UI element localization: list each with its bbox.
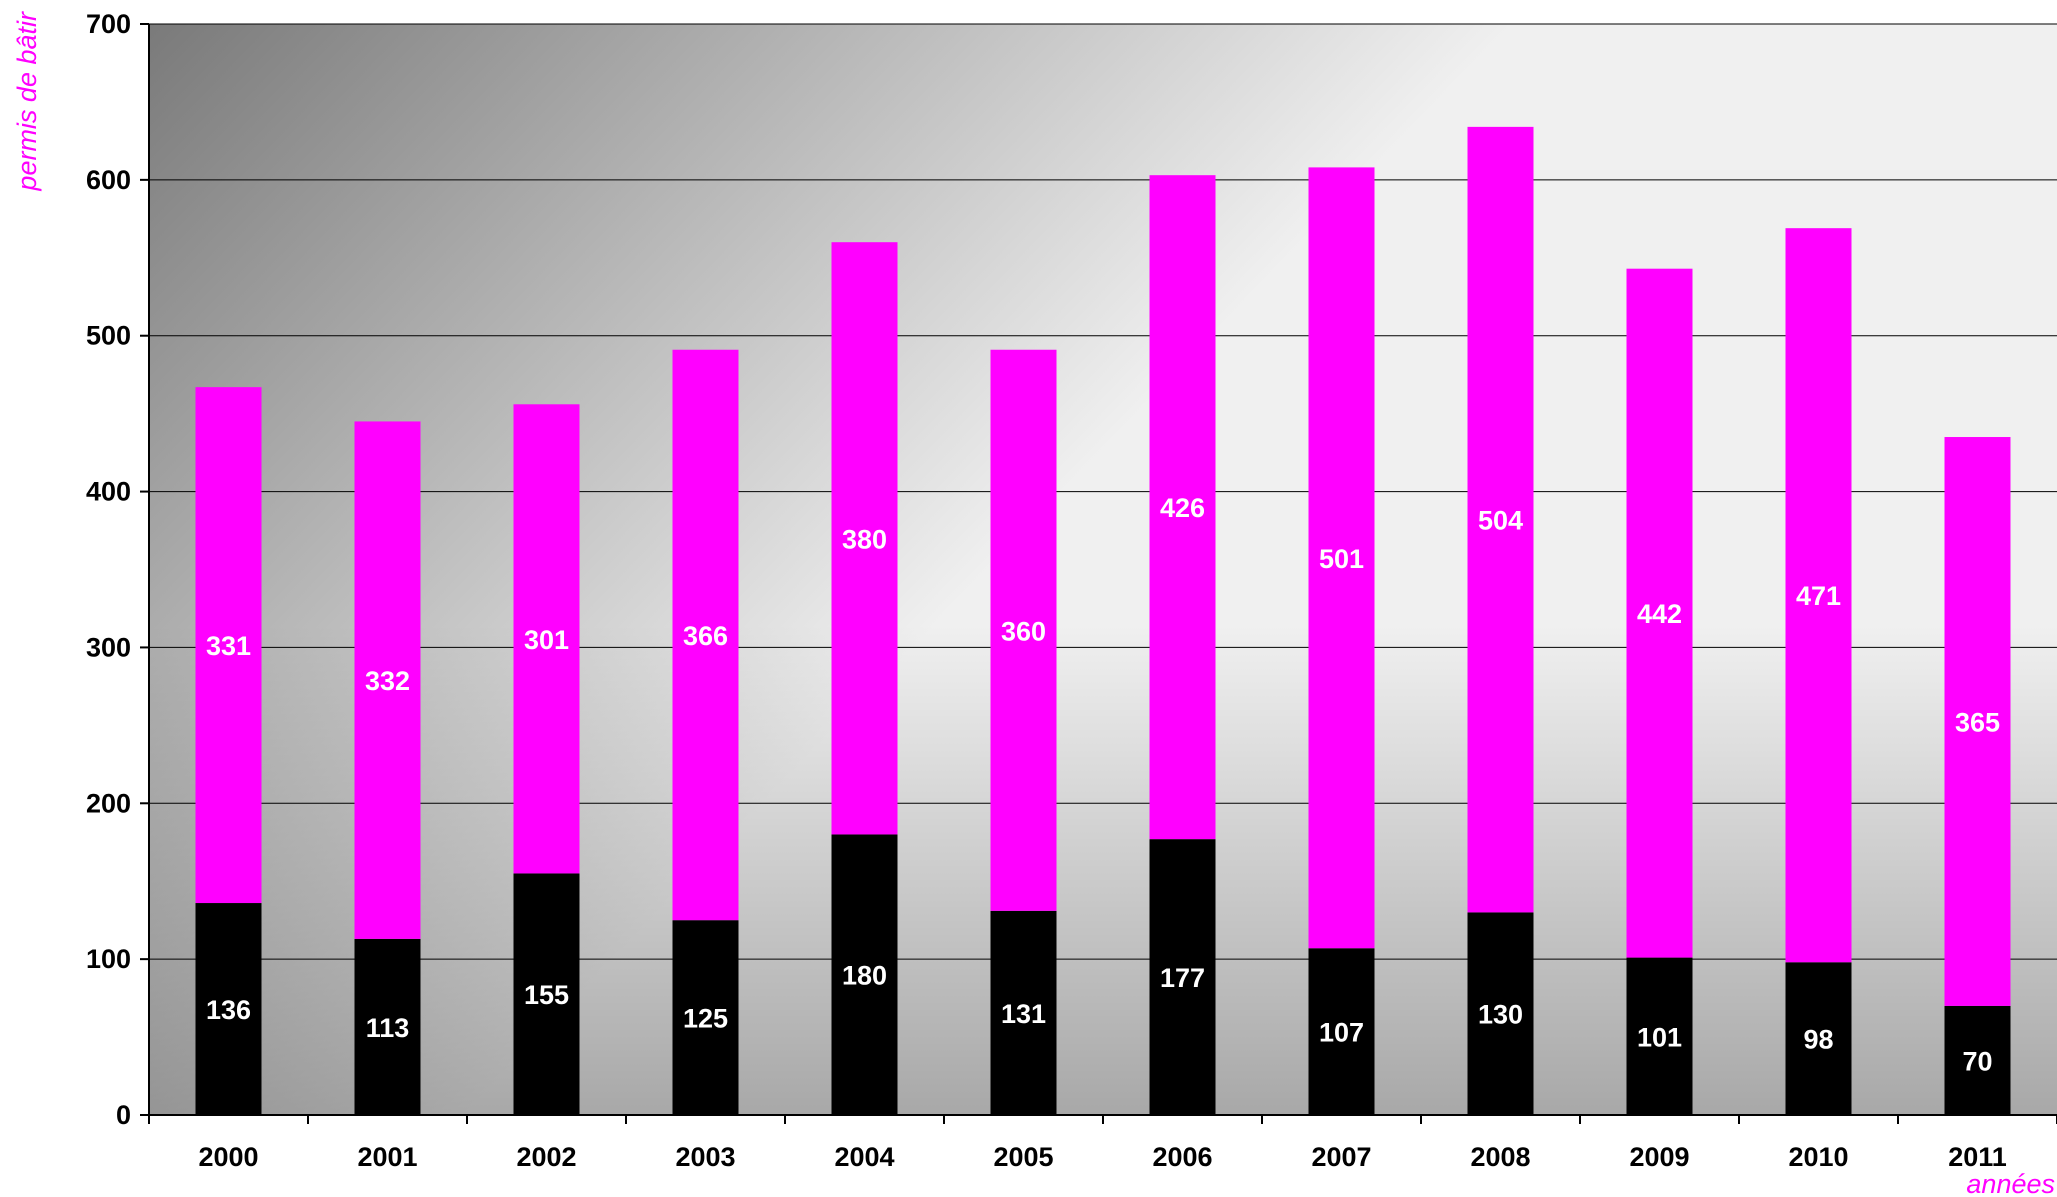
data-label-2008-series-1: 130 — [1478, 1000, 1523, 1030]
data-label-2007-series-2: 501 — [1319, 544, 1364, 574]
y-axis-tick-labels: 0 100 200 300 400 500 600 700 — [86, 9, 131, 1130]
gridlines — [149, 23, 2057, 960]
data-label-2006-series-1: 177 — [1160, 963, 1205, 993]
bar-segment-2001-series-2 — [354, 421, 421, 939]
bar-segment-2010-series-1 — [1785, 962, 1852, 1115]
data-label-2009-series-1: 101 — [1637, 1022, 1682, 1052]
bar-segment-2006-series-2 — [1149, 175, 1216, 840]
y-tick-label: 0 — [116, 1100, 131, 1130]
bar-segment-2003-series-2 — [672, 349, 739, 921]
bar-segment-2005-series-1 — [990, 910, 1057, 1115]
x-tick-label: 2004 — [834, 1142, 894, 1172]
bar-segment-2007-series-1 — [1308, 948, 1375, 1115]
data-label-2010-series-1: 98 — [1803, 1025, 1833, 1055]
data-label-2002-series-1: 155 — [524, 980, 569, 1010]
bar-segment-2009-series-1 — [1626, 957, 1693, 1115]
bar-segment-2002-series-2 — [513, 404, 580, 874]
x-tick-label: 2003 — [675, 1142, 735, 1172]
x-tick-label: 2009 — [1629, 1142, 1689, 1172]
x-tick-label: 2008 — [1470, 1142, 1530, 1172]
bar-segment-2008-series-1 — [1467, 912, 1534, 1115]
y-tick-label: 100 — [86, 944, 131, 974]
bar-segment-2011-series-1 — [1944, 1005, 2011, 1115]
data-label-2004-series-1: 180 — [842, 961, 887, 991]
y-tick-label: 200 — [86, 788, 131, 818]
data-label-2005-series-2: 360 — [1001, 616, 1046, 646]
data-label-2009-series-2: 442 — [1637, 599, 1682, 629]
x-tick-label: 2010 — [1788, 1142, 1848, 1172]
data-label-2003-series-1: 125 — [683, 1004, 728, 1034]
bar-segment-2011-series-2 — [1944, 437, 2011, 1006]
data-labels: 136 331 113 332 155 301 125 366 180 380 131 360 177 4… — [206, 493, 2000, 1076]
bar-segment-2008-series-2 — [1467, 126, 1534, 913]
data-label-2011-series-1: 70 — [1962, 1046, 1992, 1076]
y-axis-title: permis de bâtir — [12, 11, 42, 192]
y-tick-label: 500 — [86, 321, 131, 351]
bar-segment-2004-series-1 — [831, 834, 898, 1115]
bar-segment-2002-series-1 — [513, 873, 580, 1115]
data-label-2001-series-2: 332 — [365, 666, 410, 696]
x-tick-label: 2005 — [993, 1142, 1053, 1172]
data-label-2010-series-2: 471 — [1796, 581, 1841, 611]
plot-background — [149, 24, 2057, 1115]
bar-segment-2001-series-1 — [354, 938, 421, 1115]
x-tick-label: 2007 — [1311, 1142, 1371, 1172]
x-axis-title: années — [1966, 1169, 2055, 1197]
data-label-2000-series-1: 136 — [206, 995, 251, 1025]
bar-segment-2004-series-2 — [831, 242, 898, 835]
x-tick-label: 2000 — [198, 1142, 258, 1172]
y-tick-label: 400 — [86, 477, 131, 507]
bar-segment-2000-series-1 — [195, 903, 262, 1115]
axes — [140, 23, 2057, 1124]
data-label-2001-series-1: 113 — [366, 1013, 410, 1043]
data-label-2004-series-2: 380 — [842, 524, 887, 554]
y-tick-label: 700 — [86, 9, 131, 39]
data-label-2003-series-2: 366 — [683, 621, 728, 651]
y-tick-label: 300 — [86, 632, 131, 662]
bar-segment-2006-series-1 — [1149, 839, 1216, 1115]
bars — [195, 126, 2011, 1115]
data-label-2000-series-2: 331 — [206, 631, 251, 661]
data-label-2008-series-2: 504 — [1478, 506, 1523, 536]
bar-segment-2003-series-1 — [672, 920, 739, 1115]
data-label-2007-series-1: 107 — [1319, 1018, 1364, 1048]
bar-segment-2009-series-2 — [1626, 268, 1693, 958]
plot-area-shade — [149, 24, 2057, 1115]
bar-segment-2005-series-2 — [990, 349, 1057, 911]
x-tick-label: 2002 — [516, 1142, 576, 1172]
data-label-2011-series-2: 365 — [1955, 707, 2000, 737]
bar-segment-2010-series-2 — [1785, 228, 1852, 963]
data-label-2006-series-2: 426 — [1160, 493, 1205, 523]
bar-segment-2000-series-2 — [195, 387, 262, 904]
x-tick-label: 2011 — [1948, 1142, 2007, 1172]
bar-segment-2007-series-2 — [1308, 167, 1375, 949]
x-axis-tick-labels: 2000 2001 2002 2003 2004 2005 2006 2007 2008 2009… — [198, 1142, 2006, 1172]
data-label-2005-series-1: 131 — [1001, 999, 1046, 1029]
data-label-2002-series-2: 301 — [524, 625, 569, 655]
x-tick-label: 2006 — [1152, 1142, 1212, 1172]
x-tick-label: 2001 — [357, 1142, 417, 1172]
y-tick-label: 600 — [86, 165, 131, 195]
